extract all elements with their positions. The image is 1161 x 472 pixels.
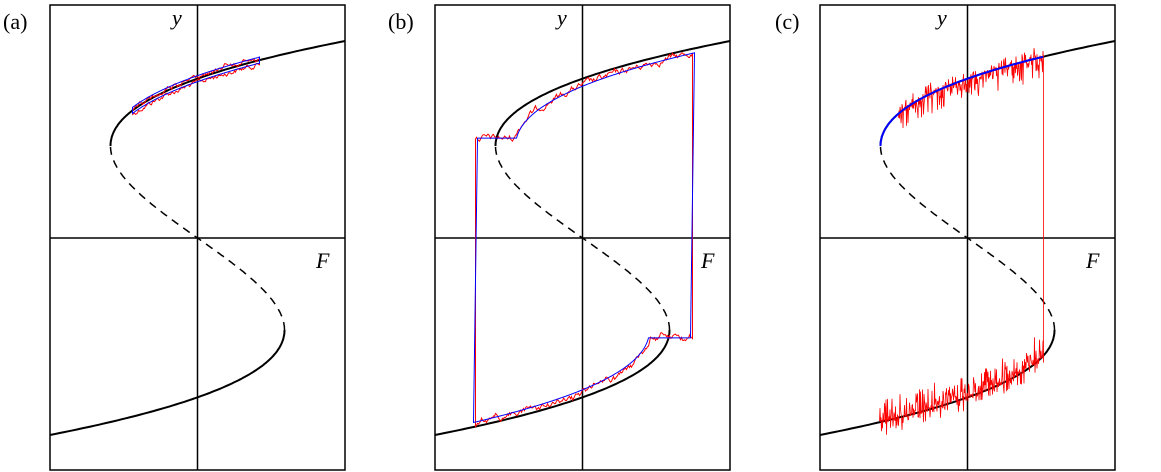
stable-branch <box>879 39 1115 146</box>
mean-trajectory <box>132 56 260 115</box>
stable-branch <box>109 39 345 146</box>
unstable-branch <box>879 146 1056 330</box>
x-axis-label: F <box>1085 248 1100 273</box>
unstable-branch <box>109 146 286 330</box>
noisy-trajectory <box>879 48 1044 435</box>
stable-branch <box>494 39 730 146</box>
stable-branch <box>435 330 671 437</box>
y-axis-label: y <box>170 5 182 30</box>
panel <box>435 5 730 470</box>
panel <box>820 5 1115 470</box>
panel-frame <box>819 4 1116 471</box>
panel-label: (c) <box>775 9 799 34</box>
y-axis-label: y <box>555 5 567 30</box>
panel-label: (b) <box>388 9 414 34</box>
unstable-branch <box>494 146 671 330</box>
noisy-trajectory <box>132 58 260 116</box>
stable-branch <box>50 330 286 437</box>
x-axis-label: F <box>315 248 330 273</box>
stable-branch <box>820 330 1056 437</box>
y-axis-label: y <box>935 5 947 30</box>
mean-trajectory <box>472 52 696 424</box>
x-axis-label: F <box>700 248 715 273</box>
mean-trajectory <box>879 55 1044 146</box>
panel-label: (a) <box>3 9 27 34</box>
panel <box>50 5 345 470</box>
panel-frame <box>49 4 346 471</box>
panel-frame <box>434 4 731 471</box>
